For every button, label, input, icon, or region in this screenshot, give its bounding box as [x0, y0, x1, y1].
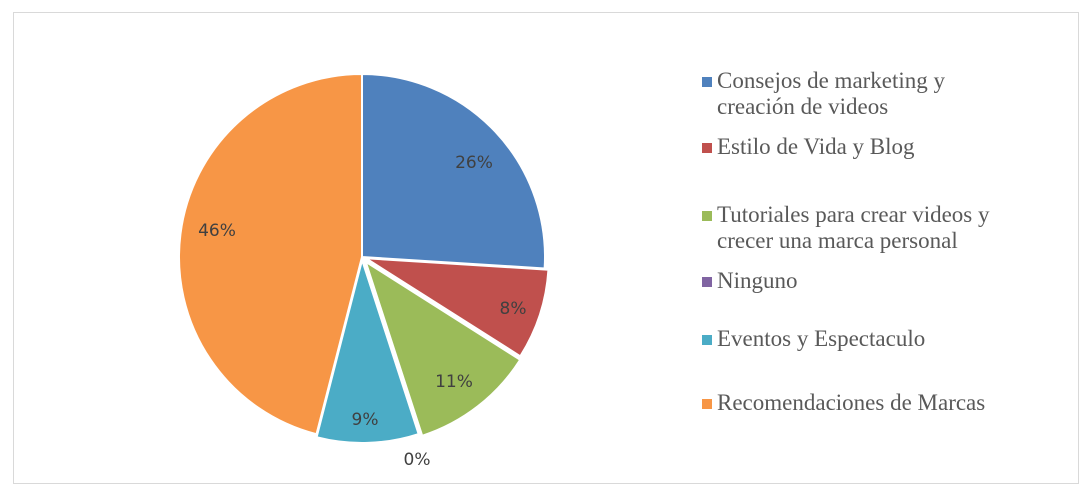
legend-swatch	[702, 399, 712, 409]
legend-label: Tutoriales para crear videos y crecer una…	[717, 202, 990, 253]
slice-data-label: 46%	[198, 221, 236, 241]
legend-swatch	[702, 335, 712, 345]
legend-label: Estilo de Vida y Blog	[717, 134, 915, 159]
pie-slice	[365, 257, 550, 358]
slice-data-label: 8%	[500, 299, 527, 319]
legend-swatch	[702, 277, 712, 287]
legend-item: Tutoriales para crear videos y crecer una…	[702, 202, 1062, 254]
legend-label: Eventos y Espectaculo	[717, 326, 926, 351]
legend-label: Ninguno	[717, 268, 798, 293]
slice-data-label: 26%	[455, 153, 493, 173]
legend-item: Ninguno	[702, 268, 1062, 294]
slice-data-label: 11%	[435, 372, 473, 392]
pie-slice	[315, 256, 420, 444]
legend-item: Estilo de Vida y Blog	[702, 134, 1062, 160]
legend-item: Eventos y Espectaculo	[702, 326, 1062, 352]
legend-swatch	[702, 211, 712, 221]
slice-data-label: 0%	[404, 450, 431, 470]
legend-label: Consejos de marketing y creación de video…	[717, 68, 946, 119]
pie-slice	[361, 72, 546, 270]
pie-slice	[363, 259, 522, 438]
legend-item: Consejos de marketing y creación de video…	[702, 68, 1062, 120]
legend-swatch	[702, 77, 712, 87]
legend-swatch	[702, 143, 712, 153]
legend-item: Recomendaciones de Marcas	[702, 390, 1062, 416]
legend-label: Recomendaciones de Marcas	[717, 390, 986, 415]
slice-data-label: 9%	[352, 410, 379, 430]
pie-slice	[178, 72, 363, 436]
